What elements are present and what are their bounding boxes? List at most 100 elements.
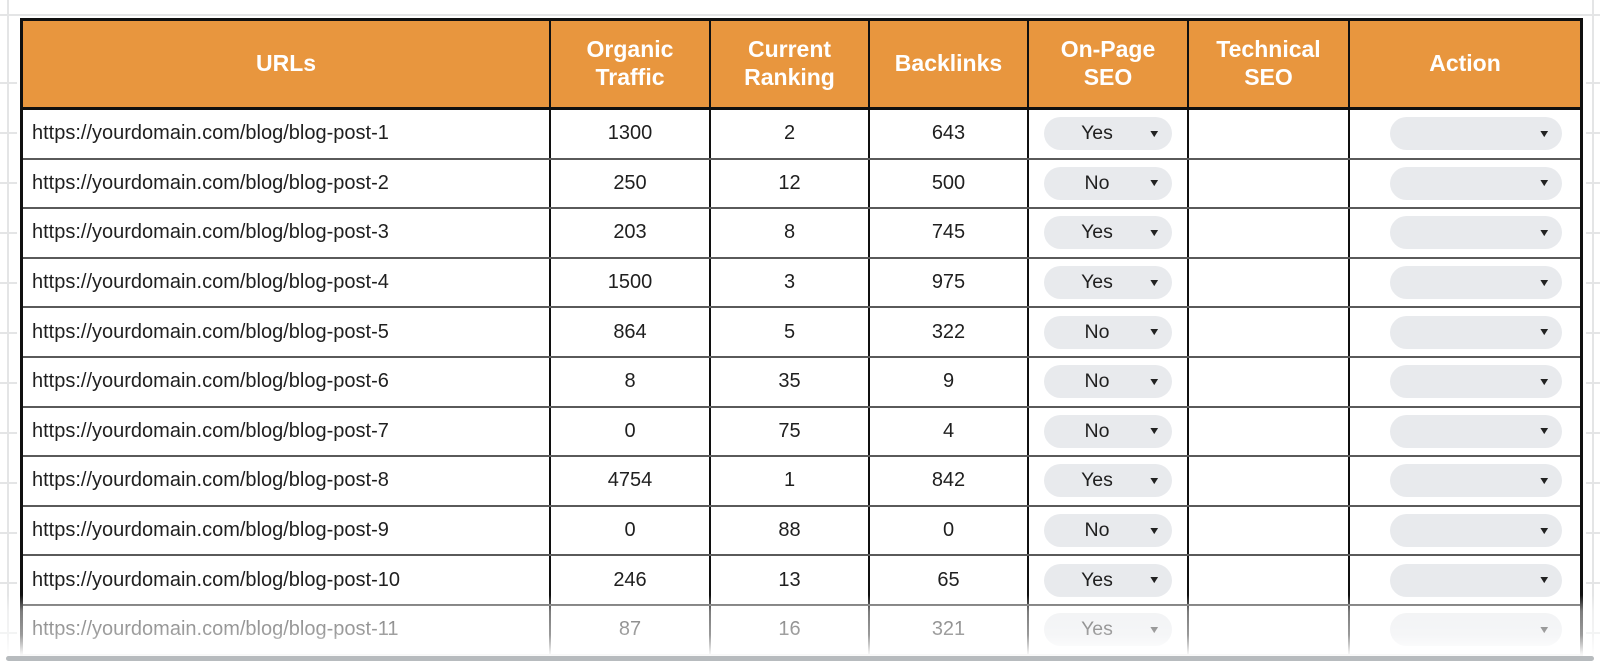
table-row: https://yourdomain.com/blog/blog-post-7 0… [23,407,1580,458]
action-cell: ▼ [1350,110,1580,158]
on-page-seo-dropdown-value: Yes [1081,122,1113,145]
on-page-seo-cell: No ▼ [1029,308,1189,356]
organic-traffic-cell: 1500 [551,258,711,307]
on-page-seo-cell: No ▼ [1029,159,1189,208]
action-cell: ▼ [1350,259,1580,307]
action-dropdown[interactable]: ▼ [1390,365,1562,399]
on-page-seo-cell: Yes ▼ [1029,556,1189,604]
dropdown-arrow-icon: ▼ [1147,573,1161,586]
backlinks-cell: 9 [870,357,1029,406]
action-dropdown[interactable]: ▼ [1390,613,1562,647]
gridline [0,14,1600,16]
on-page-seo-dropdown[interactable]: Yes ▼ [1044,266,1172,300]
action-dropdown[interactable]: ▼ [1390,216,1562,250]
on-page-seo-dropdown[interactable]: No ▼ [1044,166,1172,200]
dropdown-arrow-icon: ▼ [1147,127,1161,140]
current-ranking-cell: 35 [711,357,870,406]
on-page-seo-dropdown[interactable]: Yes ▼ [1044,563,1172,597]
backlinks-cell: 65 [870,556,1029,604]
dropdown-arrow-icon: ▼ [1147,226,1161,239]
table-header-row: URLs Organic Traffic Current Ranking Bac… [23,21,1580,110]
dropdown-arrow-icon: ▼ [1537,474,1551,487]
dropdown-arrow-icon: ▼ [1147,325,1161,338]
organic-traffic-cell: 87 [551,605,711,654]
current-ranking-cell: 75 [711,407,870,456]
technical-seo-cell [1189,407,1350,456]
current-ranking-cell: 16 [711,605,870,654]
technical-seo-cell [1189,308,1350,356]
organic-traffic-cell: 8 [551,357,711,406]
backlinks-cell: 975 [870,258,1029,307]
action-dropdown[interactable]: ▼ [1390,266,1562,300]
action-cell: ▼ [1350,160,1580,208]
on-page-seo-dropdown[interactable]: No ▼ [1044,365,1172,399]
on-page-seo-dropdown-value: Yes [1081,469,1113,492]
gridline [7,0,9,666]
current-ranking-cell: 88 [711,506,870,555]
on-page-seo-dropdown[interactable]: No ▼ [1044,514,1172,548]
action-dropdown[interactable]: ▼ [1390,117,1562,151]
action-dropdown[interactable]: ▼ [1390,563,1562,597]
on-page-seo-dropdown-value: No [1084,519,1110,542]
on-page-seo-dropdown-value: No [1084,370,1110,393]
url-cell: https://yourdomain.com/blog/blog-post-7 [23,407,551,456]
table-row: https://yourdomain.com/blog/blog-post-4 1… [23,258,1580,309]
column-header-organic-traffic: Organic Traffic [551,21,711,107]
on-page-seo-dropdown[interactable]: No ▼ [1044,414,1172,448]
backlinks-cell: 745 [870,209,1029,257]
current-ranking-cell: 2 [711,110,870,158]
technical-seo-cell [1189,110,1350,158]
organic-traffic-cell: 4754 [551,457,711,505]
on-page-seo-dropdown-value: Yes [1081,568,1113,591]
dropdown-arrow-icon: ▼ [1537,623,1551,636]
current-ranking-cell: 8 [711,209,870,257]
table-row: https://yourdomain.com/blog/blog-post-10… [23,556,1580,606]
gridline [1592,0,1594,666]
action-dropdown[interactable]: ▼ [1390,315,1562,349]
column-header-backlinks: Backlinks [870,21,1029,107]
current-ranking-cell: 5 [711,308,870,356]
on-page-seo-cell: Yes ▼ [1029,605,1189,654]
on-page-seo-cell: No ▼ [1029,407,1189,456]
dropdown-arrow-icon: ▼ [1147,425,1161,438]
action-cell: ▼ [1350,507,1580,555]
dropdown-arrow-icon: ▼ [1147,623,1161,636]
table-row: https://yourdomain.com/blog/blog-post-11… [23,605,1580,656]
on-page-seo-dropdown[interactable]: Yes ▼ [1044,216,1172,250]
technical-seo-cell [1189,159,1350,208]
on-page-seo-dropdown[interactable]: Yes ▼ [1044,464,1172,498]
url-cell: https://yourdomain.com/blog/blog-post-9 [23,506,551,555]
on-page-seo-dropdown-value: No [1084,419,1110,442]
action-cell: ▼ [1350,457,1580,505]
url-cell: https://yourdomain.com/blog/blog-post-1 [23,110,551,158]
table-row: https://yourdomain.com/blog/blog-post-2 2… [23,159,1580,210]
on-page-seo-dropdown-value: No [1084,320,1110,343]
action-dropdown[interactable]: ▼ [1390,166,1562,200]
organic-traffic-cell: 1300 [551,110,711,158]
table-row: https://yourdomain.com/blog/blog-post-9 0… [23,506,1580,557]
dropdown-arrow-icon: ▼ [1147,474,1161,487]
dropdown-arrow-icon: ▼ [1537,226,1551,239]
on-page-seo-dropdown[interactable]: Yes ▼ [1044,613,1172,647]
url-cell: https://yourdomain.com/blog/blog-post-5 [23,308,551,356]
backlinks-cell: 4 [870,407,1029,456]
backlinks-cell: 0 [870,506,1029,555]
technical-seo-cell [1189,605,1350,654]
technical-seo-cell [1189,506,1350,555]
on-page-seo-dropdown[interactable]: No ▼ [1044,315,1172,349]
screen-bottom-bar [6,656,1594,661]
action-dropdown[interactable]: ▼ [1390,464,1562,498]
dropdown-arrow-icon: ▼ [1147,276,1161,289]
technical-seo-cell [1189,209,1350,257]
dropdown-arrow-icon: ▼ [1537,425,1551,438]
action-cell: ▼ [1350,358,1580,406]
backlinks-cell: 322 [870,308,1029,356]
column-header-current-ranking: Current Ranking [711,21,870,107]
on-page-seo-dropdown[interactable]: Yes ▼ [1044,117,1172,151]
url-cell: https://yourdomain.com/blog/blog-post-8 [23,457,551,505]
table-body: https://yourdomain.com/blog/blog-post-1 1… [23,110,1580,656]
action-dropdown[interactable]: ▼ [1390,414,1562,448]
dropdown-arrow-icon: ▼ [1537,524,1551,537]
action-dropdown[interactable]: ▼ [1390,514,1562,548]
